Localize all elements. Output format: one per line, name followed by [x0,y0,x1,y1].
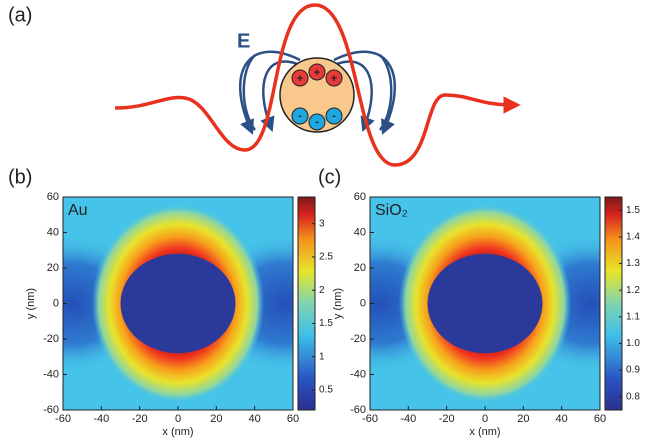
field-map [370,197,600,410]
colorbar-tick-label: 0.5 [319,385,333,396]
colorbar-tick-label: 3 [319,218,325,229]
charge-sign: + [297,73,303,85]
x-tick-label: -60 [362,413,378,425]
y-tick-label: 60 [47,191,59,203]
colorbar-tick-label: 2 [319,285,325,296]
colorbar-tick-label: 0.8 [626,391,640,402]
charge-sign: + [331,73,337,85]
y-tick-label: -20 [350,333,366,345]
y-tick-label: -40 [43,368,59,380]
x-tick-label: 40 [249,413,261,425]
y-tick-label: 0 [360,297,366,309]
y-axis-label: y (nm) [332,288,344,319]
x-tick-label: -20 [439,413,455,425]
colorbar [604,196,623,411]
y-tick-label: 20 [354,262,366,274]
x-tick-label: 60 [594,413,606,425]
colorbar-tick-label: 1.3 [626,258,640,269]
colorbar-tick-label: 1.1 [626,311,640,322]
colorbar-tick-label: 2.5 [319,252,333,263]
y-tick-label: 40 [354,226,366,238]
charge-sign: - [298,110,302,122]
x-tick-label: 0 [175,413,181,425]
colorbar-tick-label: 1.4 [626,232,640,243]
particle [427,253,543,354]
y-tick-label: -20 [43,333,59,345]
x-tick-label: -20 [132,413,148,425]
colorbar-tick-label: 0.9 [626,365,640,376]
x-tick-label: -60 [55,413,71,425]
x-tick-label: 20 [517,413,529,425]
panel-label: (c) [318,166,341,188]
x-tick-label: 20 [210,413,222,425]
y-tick-label: 0 [53,297,59,309]
y-tick-label: 40 [47,226,59,238]
colorbar-tick-label: 1.2 [626,285,640,296]
particle [120,253,236,354]
charge-sign: + [314,67,320,79]
x-tick-label: 60 [287,413,299,425]
wave [114,3,521,167]
annotation: SiO₂ [375,202,408,219]
x-tick-label: 0 [482,413,488,425]
charge-sign: - [315,116,319,128]
y-tick-label: -40 [350,368,366,380]
colorbar-tick-label: 1.5 [319,318,333,329]
annotation: Au [68,202,88,219]
y-tick-label: -60 [43,404,59,416]
x-axis-label: x (nm) [469,426,500,438]
panel-label: (b) [8,166,32,188]
y-tick-label: -60 [350,404,366,416]
y-tick-label: 20 [47,262,59,274]
x-tick-label: -40 [93,413,109,425]
colorbar [297,196,316,411]
x-tick-label: 40 [556,413,568,425]
charges: + + + - - - [291,63,343,131]
y-axis-label: y (nm) [25,288,37,319]
panel-label: (a) [8,4,32,26]
colorbar-tick-label: 1 [319,351,325,362]
field-label: E [237,30,250,52]
y-tick-label: 60 [354,191,366,203]
colorbar-tick-label: 1.5 [626,205,640,216]
x-tick-label: -40 [400,413,416,425]
x-axis-label: x (nm) [162,426,193,438]
field-map [63,197,293,410]
charge-sign: - [332,110,336,122]
colorbar-tick-label: 1.0 [626,338,640,349]
